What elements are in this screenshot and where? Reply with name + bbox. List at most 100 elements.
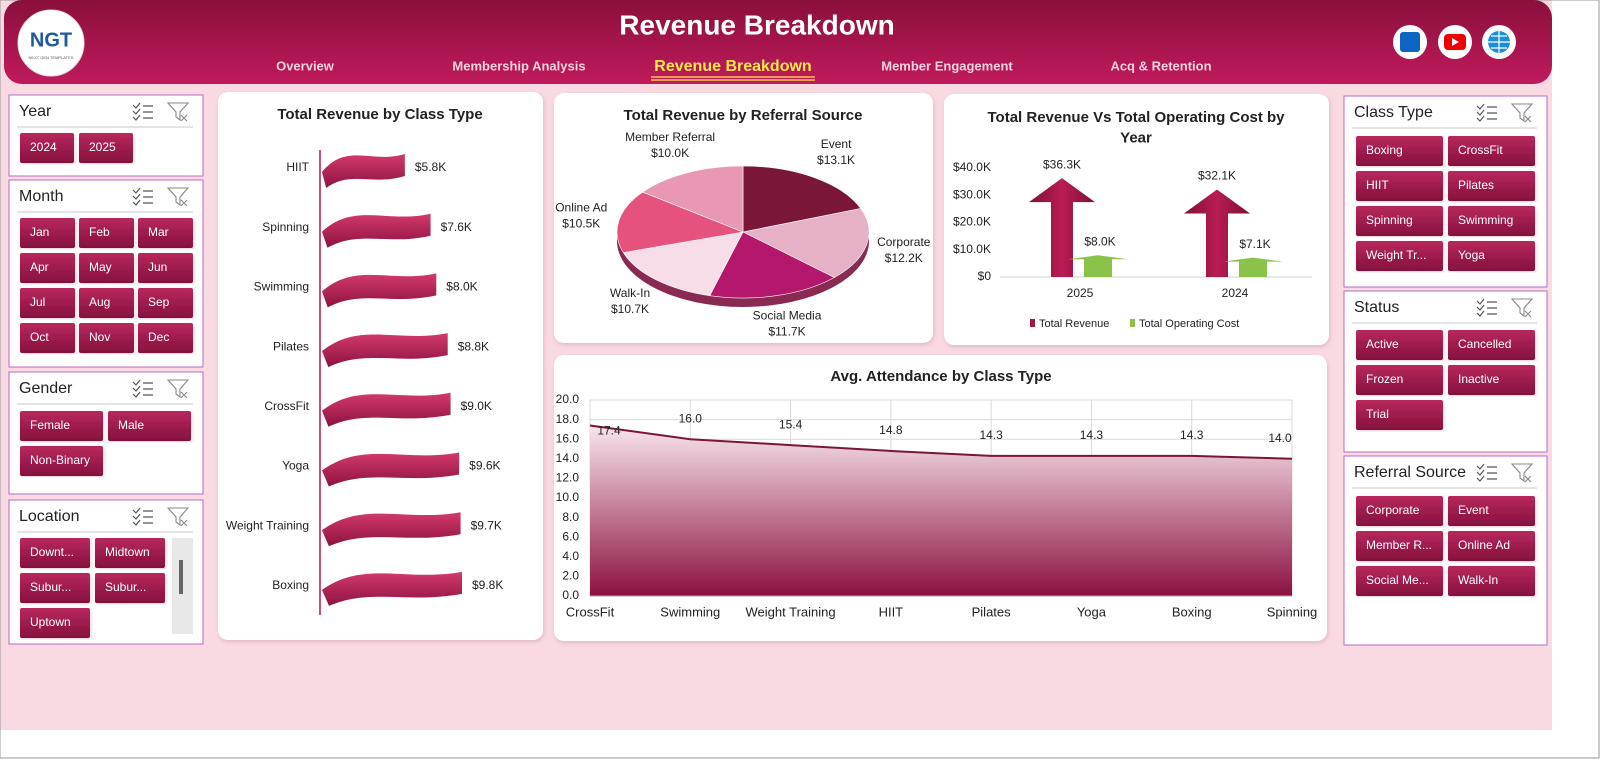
nav-tab[interactable]: Revenue Breakdown — [654, 58, 811, 75]
slicer-button[interactable]: Active — [1356, 330, 1443, 360]
slicer-button[interactable]: Yoga — [1448, 241, 1535, 271]
scrollbar-thumb[interactable] — [179, 560, 183, 594]
slicer-button[interactable]: Event — [1448, 496, 1535, 526]
slicer-button[interactable]: Sep — [138, 288, 193, 318]
slicer-button[interactable]: Subur... — [20, 573, 90, 603]
slicer-button[interactable]: Social Me... — [1356, 566, 1443, 596]
slicer-button[interactable]: Member R... — [1356, 531, 1443, 561]
logo-tagline: NEXT GEN TEMPLATES — [29, 55, 74, 60]
slicer-button[interactable]: Jan — [20, 218, 75, 248]
slicer-button[interactable]: Walk-In — [1448, 566, 1535, 596]
multi-select-icon[interactable] — [132, 102, 153, 121]
clear-filter-icon[interactable] — [166, 102, 190, 122]
header-band — [4, 0, 1552, 84]
slicer-item: Pilates — [1458, 178, 1494, 192]
slicer-button[interactable]: 2025 — [79, 133, 133, 163]
slicer-button[interactable]: Spinning — [1356, 206, 1443, 236]
slicer-button-bg — [20, 288, 75, 318]
slicer: Gender Female Male Non-Binary — [8, 371, 204, 495]
slicer-button[interactable]: Uptown — [20, 608, 90, 638]
nav-tab[interactable]: Member Engagement — [881, 58, 1013, 73]
slicer-button-bg — [79, 218, 134, 248]
slicer-button[interactable]: Feb — [79, 218, 134, 248]
slicer-button-bg — [20, 411, 103, 441]
clear-filter-icon[interactable] — [1510, 103, 1534, 123]
slicer-button[interactable]: Jul — [20, 288, 75, 318]
slicer-item: Online Ad — [1458, 538, 1510, 552]
slicer-button[interactable]: Cancelled — [1448, 330, 1535, 360]
slicer-button[interactable]: May — [79, 253, 134, 283]
slicer-button[interactable]: Subur... — [95, 573, 165, 603]
slicer-button[interactable]: Dec — [138, 323, 193, 353]
slicer-button[interactable]: Male — [108, 411, 191, 441]
slicer-button[interactable]: Weight Tr... — [1356, 241, 1443, 271]
line — [589, 424, 1293, 460]
y-tick-label: $40.0K — [953, 160, 991, 174]
nav-tab[interactable]: Membership Analysis — [452, 58, 585, 73]
nav-tab[interactable]: Overview — [276, 58, 335, 73]
x-tick-label: Weight Training — [746, 604, 836, 619]
data-label: $7.6K — [441, 220, 472, 234]
slicer-button[interactable]: 2024 — [20, 133, 74, 163]
slicer-button[interactable]: Non-Binary — [20, 446, 103, 476]
slicer-button[interactable]: Trial — [1356, 400, 1443, 430]
slicer-item: Swimming — [1458, 213, 1513, 227]
slicer-button[interactable]: HIIT — [1356, 171, 1443, 201]
nav-tab[interactable]: Acq & Retention — [1110, 58, 1211, 73]
slicer-button[interactable]: Corporate — [1356, 496, 1443, 526]
slicer-item: CrossFit — [1458, 143, 1503, 157]
slicer-button[interactable]: Swimming — [1448, 206, 1535, 236]
clear-filter-icon[interactable] — [166, 379, 190, 399]
x-tick-label: 2024 — [1222, 286, 1249, 300]
clear-filter-icon[interactable] — [166, 187, 190, 207]
slicer-button[interactable]: Boxing — [1356, 136, 1443, 166]
web-lines — [1488, 31, 1510, 53]
legend-swatch — [1030, 319, 1035, 327]
slicer-item: Nov — [89, 330, 110, 344]
multi-select-icon[interactable] — [132, 507, 153, 526]
multi-select-icon[interactable] — [1476, 103, 1497, 122]
slicer-item: Weight Tr... — [1366, 248, 1426, 262]
clear-filter-icon[interactable] — [1510, 463, 1534, 483]
slicer-item: Sep — [148, 295, 170, 309]
data-label: 14.0 — [1268, 431, 1292, 445]
clear-filter-icon[interactable] — [1510, 298, 1534, 318]
slicer-button[interactable]: Online Ad — [1448, 531, 1535, 561]
slicer-item: Boxing — [1366, 143, 1403, 157]
slicer-button[interactable]: Jun — [138, 253, 193, 283]
slicer-button[interactable]: Aug — [79, 288, 134, 318]
slicer-button[interactable]: Pilates — [1448, 171, 1535, 201]
multi-select-icon[interactable] — [132, 379, 153, 398]
slicer-button[interactable]: Downt... — [20, 538, 90, 568]
legend-label: Total Operating Cost — [1139, 318, 1239, 330]
multi-select-icon[interactable] — [1476, 463, 1497, 482]
slicer-button[interactable]: Oct — [20, 323, 75, 353]
social-icons — [1393, 25, 1516, 59]
pie-slice — [642, 165, 744, 233]
slicer-button-bg — [79, 133, 133, 163]
slicer-item: Mar — [148, 225, 169, 239]
slicer-button[interactable]: Female — [20, 411, 103, 441]
slicer-button[interactable]: Midtown — [95, 538, 165, 568]
clear-filter-icon[interactable] — [166, 507, 190, 527]
slicer-button[interactable]: Frozen — [1356, 365, 1443, 395]
slicer-item: Member R... — [1366, 538, 1432, 552]
slicer-button[interactable]: Apr — [20, 253, 75, 283]
slicer-button-bg — [79, 323, 134, 353]
chart-panel — [944, 94, 1329, 345]
multi-select-icon[interactable] — [1476, 298, 1497, 317]
slicer-button[interactable]: CrossFit — [1448, 136, 1535, 166]
slicer-button[interactable]: Mar — [138, 218, 193, 248]
chart-panel — [218, 92, 543, 640]
slicer-item: Male — [118, 418, 144, 432]
slicer-button-bg — [138, 323, 193, 353]
multi-select-icon[interactable] — [132, 187, 153, 206]
x-tick-label: Swimming — [660, 604, 720, 619]
slicer-item: Trial — [1366, 407, 1389, 421]
slicer: Year 2024 2025 — [8, 94, 204, 177]
slicer-button-bg — [1448, 496, 1535, 526]
slicer-button[interactable]: Inactive — [1448, 365, 1535, 395]
slicer-button[interactable]: Nov — [79, 323, 134, 353]
